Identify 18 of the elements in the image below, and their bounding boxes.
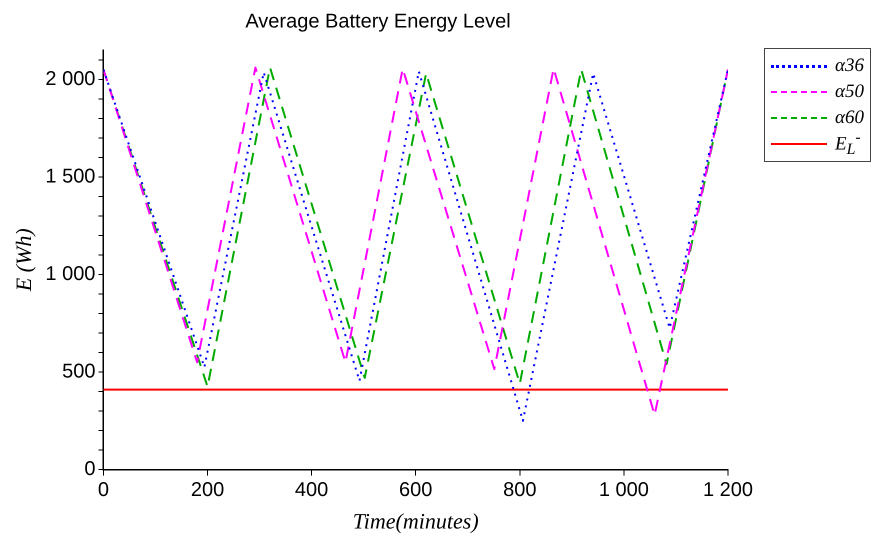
chart-title: Average Battery Energy Level [245,10,511,33]
y-tick-label: 1 000 [45,262,96,285]
x-tick-label: 800 [503,479,536,502]
legend-label: α50 [835,81,864,103]
x-tick-label: 1 200 [702,479,754,502]
x-axis-title: Time(minutes) [352,508,479,534]
x-tick-label: 600 [399,479,432,502]
x-tick-label: 400 [294,479,328,502]
legend-label: α60 [835,107,864,129]
legend-label: α36 [835,55,864,77]
y-tick-label: 1 500 [45,165,96,188]
y-axis-title: E (Wh) [10,228,36,292]
y-tick-label: 500 [62,360,96,383]
x-tick-label: 200 [190,479,224,502]
y-tick-label: 0 [84,458,96,480]
x-tick-label: 1 000 [598,479,649,502]
x-tick-label: 0 [98,479,110,502]
y-tick-label: 2 000 [45,68,96,90]
